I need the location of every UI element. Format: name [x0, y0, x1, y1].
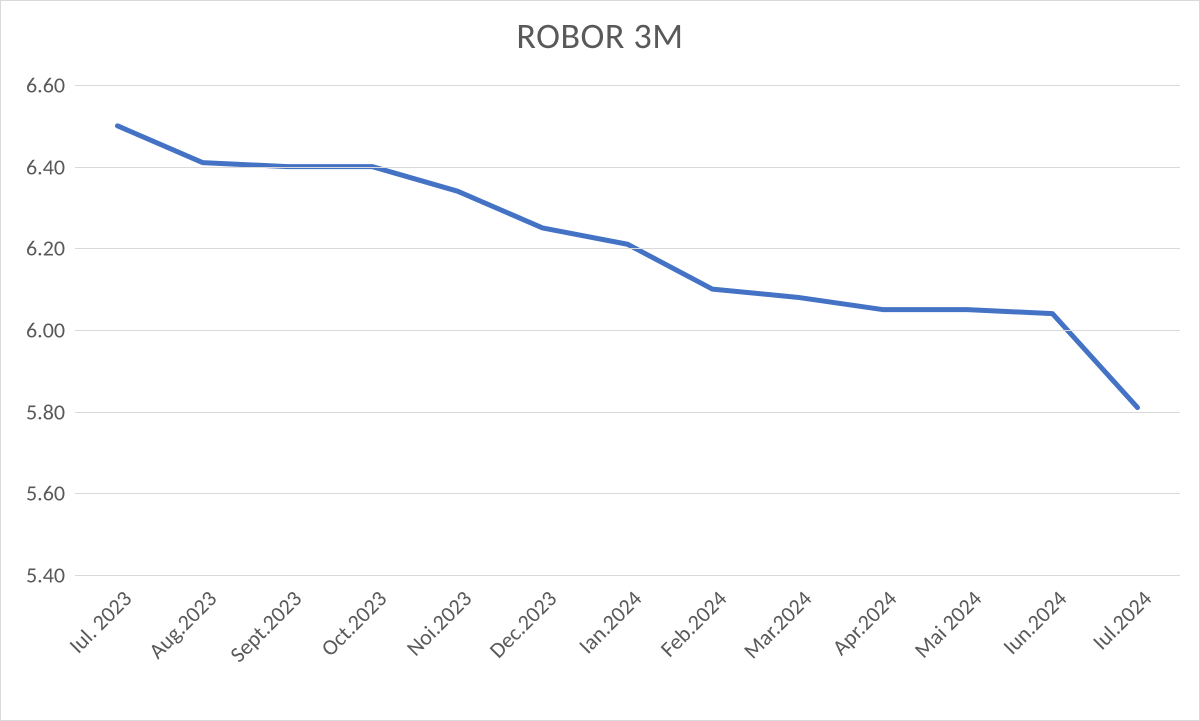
- gridline: [75, 493, 1180, 494]
- y-axis-tick-label: 5.80: [26, 398, 65, 425]
- chart-container: ROBOR 3M 5.405.605.806.006.206.406.60Iul…: [0, 0, 1200, 721]
- y-axis-tick-label: 6.00: [26, 317, 65, 344]
- gridline: [75, 248, 1180, 249]
- y-axis-tick-label: 6.20: [26, 235, 65, 262]
- gridline: [75, 85, 1180, 86]
- plot-area: 5.405.605.806.006.206.406.60Iul. 2023Aug…: [75, 85, 1180, 575]
- line-series-path: [118, 126, 1138, 408]
- gridline: [75, 330, 1180, 331]
- y-axis-tick-label: 5.40: [26, 562, 65, 589]
- gridline: [75, 575, 1180, 576]
- y-axis-tick-label: 5.60: [26, 480, 65, 507]
- y-axis-tick-label: 6.40: [26, 153, 65, 180]
- chart-title: ROBOR 3M: [0, 14, 1200, 58]
- gridline: [75, 412, 1180, 413]
- gridline: [75, 167, 1180, 168]
- y-axis-tick-label: 6.60: [26, 72, 65, 99]
